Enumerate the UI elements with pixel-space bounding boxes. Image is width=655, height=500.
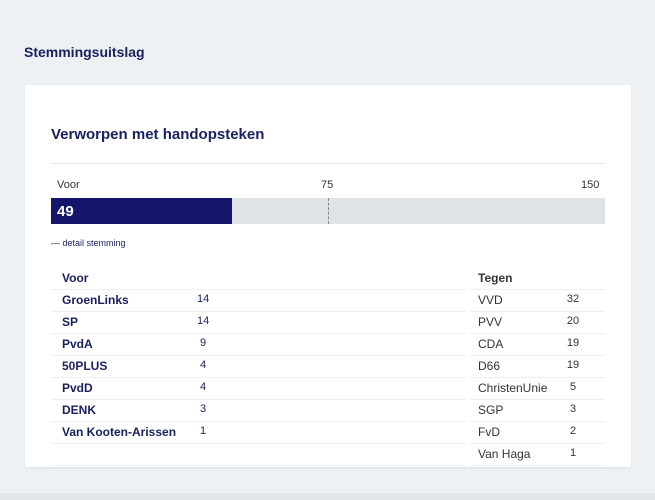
voor-table: Voor GroenLinks 14 SP 14 PvdA 9 50PLUS 4 PvdD 4 DE… [51,268,465,466]
majority-marker [328,198,329,224]
party-name: Van Kooten-Arissen [62,425,177,439]
party-name: CDA [478,337,504,351]
seat-count: 4 [199,359,207,371]
seat-count: 9 [199,337,207,349]
seat-count: 19 [566,337,580,349]
bottom-strip [0,493,655,500]
table-row: PVV 20 [470,312,605,334]
table-row: VVD 32 [470,290,605,312]
detail-stemming-link[interactable]: — detail stemming [51,238,126,248]
party-name: FvD [478,425,500,439]
seat-count: 1 [569,447,577,459]
table-row: GroenLinks 14 [51,290,465,312]
seat-count: 14 [197,293,210,305]
vote-result-card: Verworpen met handopsteken Voor 75 150 4… [25,85,631,467]
tegen-table: Tegen VVD 32 PVV 20 CDA 19 D66 19 ChristenUnie 5 S… [470,268,605,466]
party-name: ChristenUnie [478,381,548,395]
seat-count: 1 [199,425,207,437]
party-name: 50PLUS [62,359,108,373]
seat-count: 2 [569,425,577,437]
seat-count: 4 [199,381,207,393]
party-name: Van Haga [478,447,531,461]
party-name: PvdD [62,381,93,395]
tegen-header-row: Tegen [470,268,605,290]
table-row: CDA 19 [470,334,605,356]
scale-label-mid: 75 [321,179,334,191]
seat-count: 14 [197,315,210,327]
table-row: DENK 3 [51,400,465,422]
party-name: D66 [478,359,501,373]
party-name: PVV [478,315,503,329]
seat-count: 20 [566,315,580,327]
table-row: Van Kooten-Arissen 1 [51,422,465,444]
seat-count: 3 [199,403,207,415]
divider [51,163,605,164]
party-name: DENK [62,403,97,417]
table-row: ChristenUnie 5 [470,378,605,400]
scale-label-voor: Voor [57,179,80,191]
party-name: GroenLinks [62,293,129,307]
party-name: SGP [478,403,504,417]
table-row: FvD 2 [470,422,605,444]
vote-bar-value: 49 [57,203,74,220]
table-row: D66 19 [470,356,605,378]
seat-count: 5 [569,381,577,393]
table-row: 50PLUS 4 [51,356,465,378]
result-title: Verworpen met handopsteken [51,126,265,143]
table-row: PvdA 9 [51,334,465,356]
tegen-header: Tegen [478,271,513,285]
vote-bar-track: 49 [51,198,605,224]
party-name: PvdA [62,337,93,351]
voor-header-row: Voor [51,268,465,290]
party-name: VVD [478,293,503,307]
seat-count: 19 [566,359,580,371]
table-row: SGP 3 [470,400,605,422]
voor-header: Voor [62,271,89,285]
seat-count: 3 [569,403,577,415]
table-row [51,444,465,466]
vote-bar-fill: 49 [51,198,232,224]
table-row: Van Haga 1 [470,444,605,466]
seat-count: 32 [566,293,580,305]
scale-label-max: 150 [581,179,600,191]
table-row: PvdD 4 [51,378,465,400]
party-name: SP [62,315,79,329]
page-title: Stemmingsuitslag [24,44,145,60]
table-row: SP 14 [51,312,465,334]
